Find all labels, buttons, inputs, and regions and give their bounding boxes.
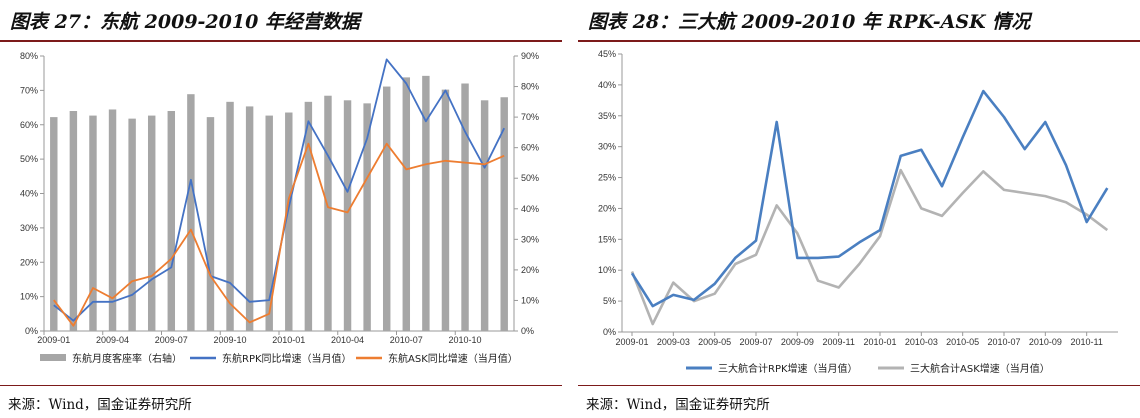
y-tick-label: 5%	[603, 296, 616, 306]
load-factor-bar	[363, 103, 371, 331]
load-factor-bar	[187, 94, 195, 331]
legend-load-factor-label: 东航月度客座率（右轴）	[72, 352, 182, 365]
load-factor-bar	[50, 117, 58, 331]
y-tick-label: 40%	[598, 80, 616, 90]
right-y-tick-label: 70%	[521, 112, 539, 122]
x-tick-label: 2010-04	[331, 335, 364, 345]
right-footer: 来源：Wind，国金证券研究所	[578, 385, 1140, 418]
load-factor-bar	[206, 117, 215, 331]
left-y-tick-label: 30%	[20, 223, 38, 233]
load-factor-bar	[128, 118, 136, 331]
x-tick-label: 2009-04	[96, 335, 129, 345]
right-y-tick-label: 20%	[521, 265, 539, 275]
load-factor-bar	[343, 100, 352, 331]
left-y-tick-label: 80%	[20, 51, 38, 61]
y-tick-label: 25%	[598, 173, 616, 183]
legend-ask-label: 东航ASK同比增速（当月值）	[388, 352, 518, 365]
y-tick-label: 45%	[598, 49, 616, 59]
right-chart-title: 图表 28：三大航 2009-2010 年 RPK-ASK 情况	[588, 11, 1031, 33]
x-tick-label: 2009-03	[657, 337, 690, 347]
right-y-tick-label: 10%	[521, 295, 539, 305]
x-tick-label: 2009-09	[781, 337, 814, 347]
right-header: 图表 28：三大航 2009-2010 年 RPK-ASK 情况	[578, 0, 1140, 42]
left-y-tick-label: 40%	[20, 189, 38, 199]
left-panel: 图表 27：东航 2009-2010 年经营数据 0% 10% 20% 30% 40% 5…	[0, 0, 562, 417]
left-footer: 来源：Wind，国金证券研究所	[0, 385, 562, 418]
load-factor-bar	[245, 106, 254, 332]
legend-load-factor-swatch	[40, 354, 66, 361]
left-y-tick-label: 60%	[20, 120, 38, 130]
right-y-tick-label: 80%	[521, 82, 539, 92]
y-tick-label: 10%	[598, 265, 616, 275]
x-tick-label: 2009-10	[214, 335, 247, 345]
legend-rpk-label: 东航RPK同比增速（当月值）	[222, 352, 352, 365]
legend-ask-label: 三大航合计ASK增速（当月值）	[910, 362, 1050, 375]
right-source-note: 来源：Wind，国金证券研究所	[586, 397, 770, 413]
legend-rpk-label: 三大航合计RPK增速（当月值）	[718, 362, 858, 375]
y-tick-label: 15%	[598, 234, 616, 244]
right-y-tick-label: 90%	[521, 51, 539, 61]
x-tick-label: 2009-11	[822, 337, 854, 347]
load-factor-bar	[422, 75, 430, 331]
rpk-growth-line	[53, 58, 506, 322]
left-chart: 0% 10% 20% 30% 40% 50% 60% 70% 80% 0% 10% 20% 30% 40%…	[20, 51, 539, 365]
left-y-tick-label: 50%	[20, 154, 38, 164]
y-tick-label: 20%	[598, 203, 616, 213]
load-factor-bar	[89, 115, 97, 331]
x-tick-label: 2010-07	[987, 337, 1020, 347]
y-tick-label: 35%	[598, 111, 616, 121]
left-header: 图表 27：东航 2009-2010 年经营数据	[0, 0, 562, 42]
x-tick-label: 2009-07	[739, 337, 772, 347]
x-tick-label: 2010-09	[1029, 337, 1062, 347]
y-tick-label: 0%	[603, 327, 616, 337]
load-factor-bar	[167, 111, 176, 331]
ask-growth-line	[53, 142, 505, 327]
load-factor-bar	[304, 101, 313, 331]
right-y-tick-label: 40%	[521, 204, 539, 214]
right-y-tick-label: 30%	[521, 234, 539, 244]
load-factor-bar	[226, 101, 234, 331]
x-tick-label: 2010-05	[946, 337, 979, 347]
load-factor-bar	[108, 109, 117, 331]
x-tick-label: 2010-11	[1070, 337, 1102, 347]
x-tick-label: 2010-01	[272, 335, 305, 345]
load-factor-bar	[324, 95, 332, 331]
left-chart-title: 图表 27：东航 2009-2010 年经营数据	[10, 11, 360, 33]
load-factor-bar	[402, 77, 411, 331]
left-y-tick-label: 0%	[25, 326, 38, 336]
right-panel: 图表 28：三大航 2009-2010 年 RPK-ASK 情况 0% 5% 10%…	[578, 0, 1140, 417]
load-factor-bar	[69, 111, 78, 331]
right-y-tick-label: 60%	[521, 143, 539, 153]
load-factor-bar	[500, 97, 508, 331]
load-factor-bar	[285, 112, 293, 332]
load-factor-bar	[147, 115, 156, 331]
x-tick-label: 2010-03	[905, 337, 938, 347]
load-factor-bar	[382, 86, 391, 331]
left-y-tick-label: 10%	[20, 292, 38, 302]
x-tick-label: 2010-01	[863, 337, 896, 347]
ask-growth-line	[630, 168, 1109, 326]
left-y-tick-label: 70%	[20, 85, 38, 95]
right-y-tick-label: 50%	[521, 173, 539, 183]
rpk-growth-line	[630, 89, 1109, 308]
load-factor-bar	[441, 89, 450, 331]
right-y-tick-label: 0%	[521, 326, 534, 336]
x-tick-label: 2009-05	[698, 337, 731, 347]
load-factor-bar	[461, 83, 469, 331]
left-source-note: 来源：Wind，国金证券研究所	[8, 397, 192, 413]
x-tick-label: 2009-01	[615, 337, 648, 347]
x-tick-label: 2010-10	[449, 335, 482, 345]
right-chart: 0% 5% 10% 15% 20% 25% 30% 35% 40% 45% 2009-01 2009-…	[598, 49, 1118, 375]
y-tick-label: 30%	[598, 142, 616, 152]
load-factor-bar	[480, 100, 489, 331]
load-factor-bar	[265, 115, 273, 331]
x-tick-label: 2009-07	[155, 335, 188, 345]
x-tick-label: 2010-07	[390, 335, 423, 345]
left-y-tick-label: 20%	[20, 257, 38, 267]
x-tick-label: 2009-01	[37, 335, 70, 345]
